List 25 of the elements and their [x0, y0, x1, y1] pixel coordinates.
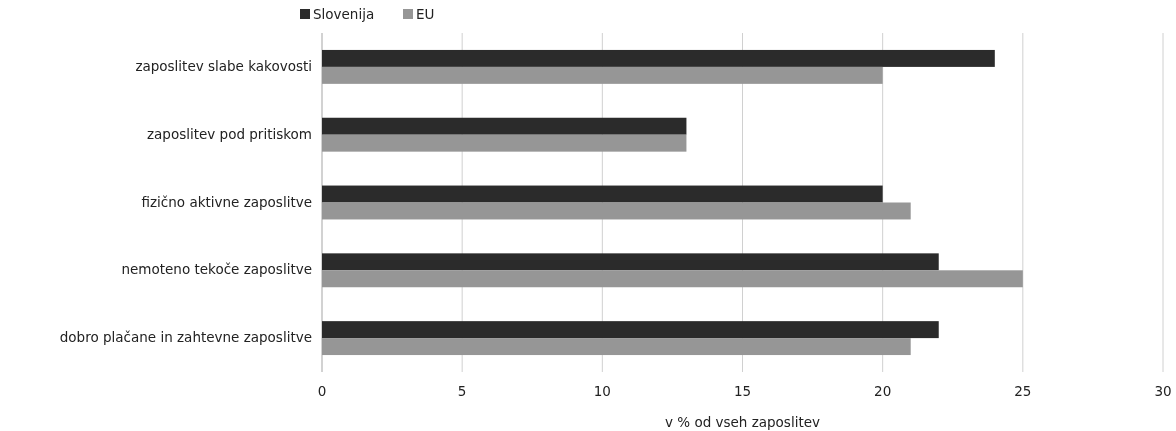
bar: [322, 49, 995, 67]
x-tick-label: 25: [1014, 383, 1032, 399]
bar: [322, 202, 911, 220]
bar: [322, 338, 911, 356]
x-tick-label: 5: [457, 383, 467, 399]
y-tick-label: nemoteno tekoče zaposlitve: [121, 261, 312, 278]
legend-label: Slovenija: [313, 6, 375, 22]
bar: [322, 66, 883, 84]
x-tick-label: 10: [593, 383, 611, 399]
legend-label: EU: [416, 6, 435, 22]
y-tick-label: dobro plačane in zahtevne zaposlitve: [59, 329, 312, 346]
bar: [322, 134, 687, 152]
y-tick-label: zaposlitev pod pritiskom: [147, 125, 312, 142]
bar: [322, 185, 883, 203]
y-tick-label: fizično aktivne zaposlitve: [141, 193, 312, 210]
x-tick-label: 15: [733, 383, 752, 399]
x-axis-title: v % od vseh zaposlitev: [664, 414, 821, 430]
x-tick-label: 0: [317, 383, 327, 399]
bar: [322, 270, 1023, 288]
bar: [322, 253, 939, 271]
x-tick-label: 20: [874, 383, 892, 399]
bar: [322, 117, 687, 135]
y-tick-label: zaposlitev slabe kakovosti: [135, 57, 312, 74]
bar: [322, 321, 939, 339]
x-tick-label: 30: [1154, 383, 1172, 399]
